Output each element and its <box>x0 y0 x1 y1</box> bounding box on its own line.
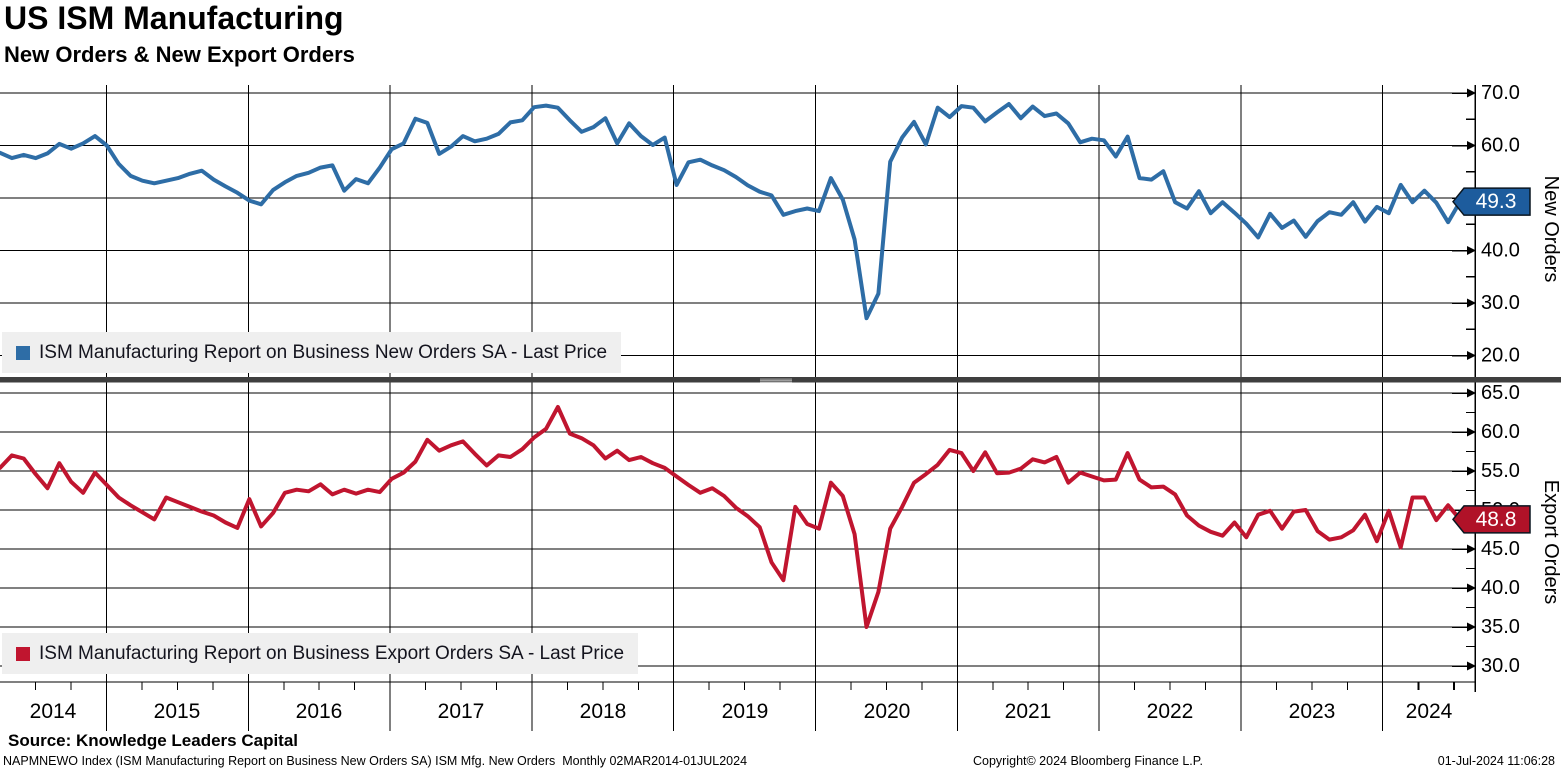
top-axis-title: New Orders <box>1540 176 1561 283</box>
year-label: 2016 <box>296 700 343 723</box>
year-label: 2015 <box>154 700 201 723</box>
ticker-description: NAPMNEWO Index (ISM Manufacturing Report… <box>3 754 748 768</box>
y-tick-label: 65.0 <box>1481 382 1520 404</box>
legend-new-orders[interactable]: ISM Manufacturing Report on Business New… <box>2 332 622 373</box>
year-label: 2024 <box>1406 700 1453 723</box>
year-label: 2019 <box>722 700 769 723</box>
legend-export-orders-label: ISM Manufacturing Report on Business Exp… <box>39 642 625 664</box>
year-label: 2023 <box>1289 700 1336 723</box>
legend-new-orders-label: ISM Manufacturing Report on Business New… <box>39 341 608 363</box>
panel-divider[interactable] <box>0 377 1561 383</box>
export-orders-last-value-badge: 48.8 <box>1452 505 1531 534</box>
legend-export-orders[interactable]: ISM Manufacturing Report on Business Exp… <box>2 633 639 674</box>
y-tick-label: 30.0 <box>1481 655 1520 677</box>
y-tick-label: 40.0 <box>1481 240 1520 262</box>
y-tick-label: 30.0 <box>1481 292 1520 314</box>
new-orders-series-line <box>0 102 1462 321</box>
year-label: 2022 <box>1147 700 1194 723</box>
divider-grip-icon <box>760 378 792 383</box>
top-axis <box>106 85 1384 93</box>
top-panel-grid: 70.060.050.040.030.020.0 <box>0 82 1520 367</box>
new-orders-last-value-badge: 49.3 <box>1452 187 1531 216</box>
y-tick-label: 45.0 <box>1481 538 1520 560</box>
year-label: 2017 <box>438 700 485 723</box>
year-label: 2021 <box>1005 700 1052 723</box>
y-tick-label: 40.0 <box>1481 577 1520 599</box>
y-tick-label: 60.0 <box>1481 421 1520 443</box>
year-label: 2020 <box>864 700 911 723</box>
export-orders-series-line <box>0 405 1462 629</box>
page-title: US ISM Manufacturing <box>4 0 344 36</box>
source-credit: Source: Knowledge Leaders Capital <box>8 731 299 750</box>
y-tick-label: 55.0 <box>1481 460 1520 482</box>
page-subtitle: New Orders & New Export Orders <box>4 42 355 67</box>
year-label: 2018 <box>580 700 627 723</box>
export-orders-swatch-icon <box>16 646 30 661</box>
y-tick-label: 35.0 <box>1481 616 1520 638</box>
svg-text:48.8: 48.8 <box>1476 508 1517 531</box>
y-tick-label: 60.0 <box>1481 135 1520 157</box>
timestamp: 01-Jul-2024 11:06:28 <box>1437 754 1555 768</box>
y-tick-label: 70.0 <box>1481 82 1520 104</box>
year-gridlines <box>106 93 1384 731</box>
y-tick-label: 20.0 <box>1481 345 1520 367</box>
x-axis <box>0 681 1475 690</box>
x-axis-year-labels: 2014 2015 2016 2017 2018 2019 2020 2021 2022 2023… <box>30 700 1453 723</box>
svg-text:49.3: 49.3 <box>1476 190 1517 213</box>
copyright-notice: Copyright© 2024 Bloomberg Finance L.P. <box>973 754 1203 768</box>
new-orders-swatch-icon <box>16 345 30 360</box>
bottom-axis-title: Export Orders <box>1540 480 1561 604</box>
year-label: 2014 <box>30 700 77 723</box>
